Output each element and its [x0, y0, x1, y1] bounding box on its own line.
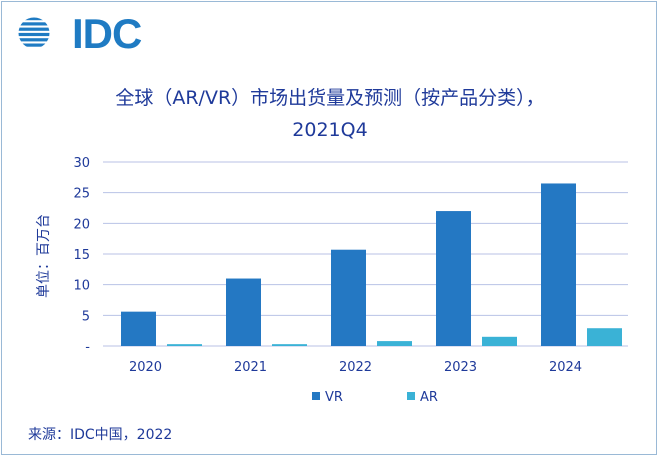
- legend-swatch-vr: [312, 392, 320, 400]
- bar-vr-2024: [541, 183, 576, 346]
- bar-vr-2023: [436, 211, 471, 346]
- y-tick-label: 20: [73, 217, 90, 232]
- y-tick-label: 15: [73, 248, 90, 263]
- y-tick-label: -: [85, 340, 90, 355]
- logo-text: IDC: [72, 10, 142, 57]
- bar-ar-2024: [587, 328, 622, 346]
- y-tick-label: 5: [82, 309, 90, 324]
- legend-label-vr: VR: [325, 390, 343, 405]
- y-tick-label: 25: [73, 187, 90, 202]
- source-note: 来源：IDC中国，2022: [28, 427, 173, 443]
- globe-icon: [18, 17, 50, 47]
- bar-ar-2023: [482, 336, 517, 346]
- x-tick-label: 2020: [129, 360, 162, 375]
- y-tick-label: 30: [73, 156, 90, 171]
- bar-ar-2022: [377, 341, 412, 346]
- y-tick-label: 10: [73, 279, 90, 294]
- chart-title: 全球（AR/VR）市场出货量及预测（按产品分类），: [115, 87, 545, 109]
- bar-ar-2020: [167, 344, 202, 346]
- legend-swatch-ar: [407, 392, 415, 400]
- x-tick-label: 2023: [444, 360, 477, 375]
- x-tick-label: 2024: [549, 360, 582, 375]
- x-tick-label: 2022: [339, 360, 372, 375]
- bar-vr-2021: [226, 278, 261, 346]
- bar-ar-2021: [272, 344, 307, 346]
- bar-vr-2022: [331, 249, 366, 346]
- x-tick-label: 2021: [234, 360, 267, 375]
- chart-subtitle: 2021Q4: [292, 119, 368, 141]
- legend-label-ar: AR: [420, 390, 438, 405]
- bar-vr-2020: [121, 311, 156, 346]
